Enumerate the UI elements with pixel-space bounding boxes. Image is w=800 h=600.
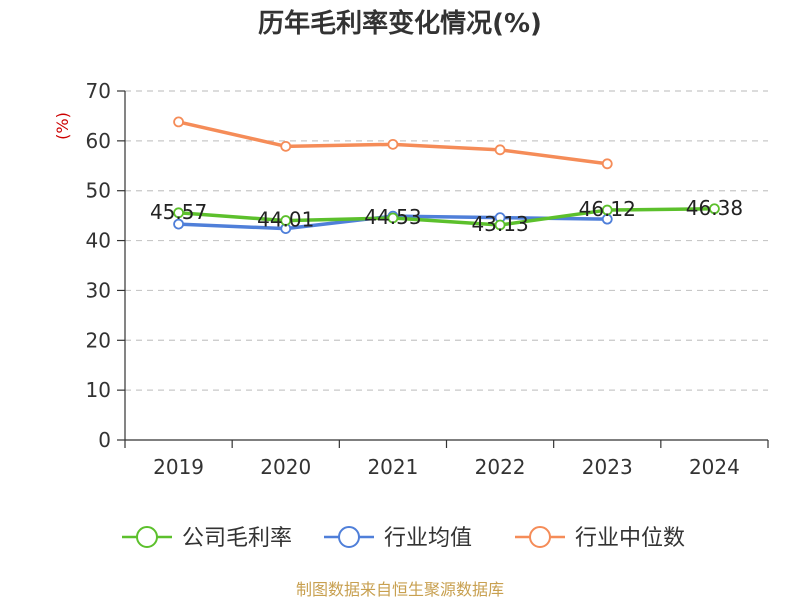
y-tick-label: 0 [98,428,111,452]
y-tick-label: 70 [86,79,111,103]
legend-label: 行业均值 [384,526,472,551]
data-labels: 45.57 44.01 44.53 43.13 46.12 46.38 [150,196,743,236]
y-tick-label: 20 [86,328,111,352]
data-label: 46.38 [686,196,743,220]
y-tick-labels: 0 10 20 30 40 50 60 70 [86,79,111,452]
legend-item: 行业均值 [324,526,472,551]
y-tick-label: 10 [86,378,111,402]
data-point [387,138,399,150]
series-line [176,207,717,227]
legend-marker [136,526,158,548]
legend-item: 行业中位数 [515,526,685,551]
y-axis-label: (%) [53,112,72,140]
series-lines [173,116,720,235]
data-label: 45.57 [150,200,207,224]
source-note: 制图数据来自恒生聚源数据库 [296,580,504,599]
axes [117,90,769,448]
legend-item: 公司毛利率 [122,526,292,551]
data-point [494,219,506,231]
data-point [601,204,613,216]
data-point [173,218,184,230]
y-tick-label: 60 [86,129,111,153]
x-tick-label: 2021 [367,455,418,479]
x-tick-label: 2019 [153,455,204,479]
legend-label: 公司毛利率 [182,526,292,551]
data-point [173,207,184,219]
x-tick-label: 2024 [689,455,740,479]
data-point [709,203,720,215]
data-point [494,144,506,156]
data-point [601,158,613,170]
y-tick-label: 40 [86,229,111,253]
data-label: 43.13 [471,212,528,236]
x-tick-label: 2022 [475,455,526,479]
legend-label: 行业中位数 [575,526,685,551]
chart-title: 历年毛利率变化情况(%) [258,8,542,39]
legend-marker [338,526,360,548]
data-label: 44.01 [257,208,314,232]
data-point [387,212,399,224]
y-tick-label: 50 [86,179,111,203]
data-point [280,140,292,152]
x-tick-label: 2020 [260,455,311,479]
x-tick-label: 2023 [582,455,633,479]
data-label: 46.12 [579,197,636,221]
data-label: 44.53 [364,205,421,229]
legend-marker [529,526,551,548]
x-tick-labels: 2019 2020 2021 2022 2023 2024 [153,455,740,479]
legend: 公司毛利率 行业均值 行业中位数 [122,526,685,551]
y-tick-label: 30 [86,278,111,302]
gridlines [125,90,768,391]
data-point [280,215,292,226]
data-point [173,116,184,128]
